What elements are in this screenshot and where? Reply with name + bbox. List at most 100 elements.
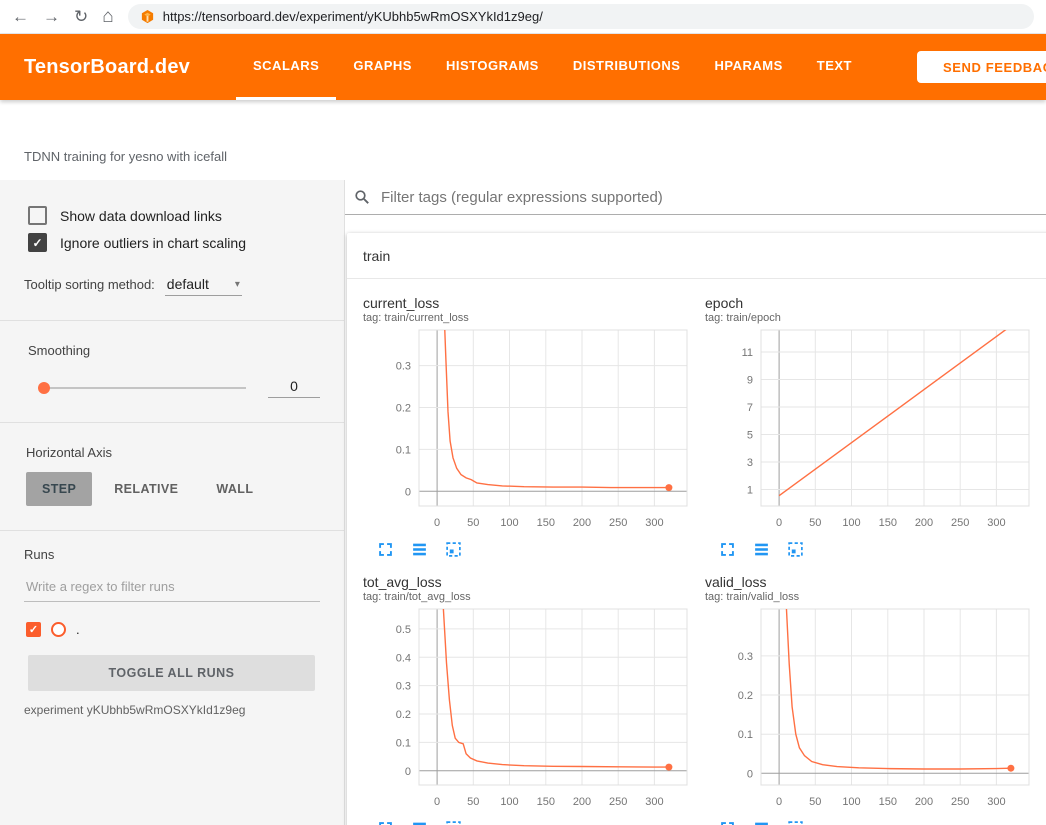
tab-histograms[interactable]: HISTOGRAMS [429, 34, 556, 100]
chart-tag: tag: train/valid_loss [705, 591, 1037, 603]
chart-epoch: epoch tag: train/epoch 05010015020025030… [705, 279, 1037, 558]
svg-text:50: 50 [809, 517, 821, 529]
charts-grid: current_loss tag: train/current_loss 050… [347, 279, 1046, 825]
fit-domain-icon[interactable] [787, 541, 804, 558]
axis-relative-button[interactable]: RELATIVE [98, 472, 194, 506]
svg-text:300: 300 [645, 517, 663, 529]
toggle-all-runs-button[interactable]: TOGGLE ALL RUNS [28, 655, 315, 691]
svg-text:150: 150 [537, 517, 555, 529]
browser-toolbar: ← → ↻ ⌂ https://tensorboard.dev/experime… [0, 0, 1046, 34]
line-chart[interactable]: 05010015020025030000.10.20.30.40.5 [363, 605, 695, 814]
expand-width-icon[interactable] [411, 541, 428, 558]
run-checkbox-checked-icon[interactable]: ✓ [26, 622, 41, 637]
svg-text:50: 50 [467, 517, 479, 529]
brand-title: TensorBoard.dev [0, 34, 190, 100]
tab-graphs[interactable]: GRAPHS [336, 34, 429, 100]
divider [0, 530, 344, 531]
svg-text:50: 50 [809, 796, 821, 808]
nav-tabs: SCALARS GRAPHS HISTOGRAMS DISTRIBUTIONS … [236, 34, 869, 100]
run-name: . [76, 622, 80, 637]
svg-text:250: 250 [609, 517, 627, 529]
svg-text:50: 50 [467, 796, 479, 808]
back-icon[interactable]: ← [12, 8, 29, 25]
svg-text:200: 200 [573, 796, 591, 808]
divider [0, 422, 344, 423]
tooltip-sorting-value: default [167, 276, 209, 292]
svg-text:250: 250 [609, 796, 627, 808]
fullscreen-icon[interactable] [377, 820, 394, 825]
expand-width-icon[interactable] [753, 541, 770, 558]
chart-title: valid_loss [705, 574, 1037, 590]
main-panel: train current_loss tag: train/current_lo… [345, 180, 1046, 825]
horizontal-axis-label: Horizontal Axis [0, 445, 344, 460]
svg-text:5: 5 [747, 430, 753, 442]
svg-text:0.1: 0.1 [738, 729, 753, 741]
fit-domain-icon[interactable] [445, 820, 462, 825]
ignore-outliers-checkbox-row[interactable]: ✓ Ignore outliers in chart scaling [0, 229, 344, 256]
svg-text:200: 200 [915, 796, 933, 808]
line-chart[interactable]: 0501001502002503001357911 [705, 326, 1037, 535]
svg-text:200: 200 [573, 517, 591, 529]
content: Show data download links ✓ Ignore outlie… [0, 180, 1046, 825]
svg-text:300: 300 [645, 796, 663, 808]
chart-valid-loss: valid_loss tag: train/valid_loss 0501001… [705, 558, 1037, 825]
svg-text:1: 1 [747, 485, 753, 497]
chevron-down-icon: ▾ [235, 279, 240, 290]
chart-title: tot_avg_loss [363, 574, 695, 590]
chart-toolbar [363, 820, 695, 825]
tag-group-card: train current_loss tag: train/current_lo… [347, 233, 1046, 825]
axis-step-button[interactable]: STEP [26, 472, 92, 506]
run-row[interactable]: ✓ . [0, 622, 344, 637]
tab-distributions[interactable]: DISTRIBUTIONS [556, 34, 698, 100]
chart-tag: tag: train/tot_avg_loss [363, 591, 695, 603]
experiment-description: TDNN training for yesno with icefall [24, 149, 227, 164]
svg-text:100: 100 [842, 517, 860, 529]
tab-hparams[interactable]: HPARAMS [697, 34, 799, 100]
tab-text[interactable]: TEXT [800, 34, 869, 100]
svg-text:0.3: 0.3 [396, 681, 411, 693]
svg-text:150: 150 [879, 517, 897, 529]
tab-scalars[interactable]: SCALARS [236, 34, 336, 100]
send-feedback-button[interactable]: SEND FEEDBACK [917, 51, 1046, 83]
divider [0, 320, 344, 321]
svg-text:100: 100 [500, 517, 518, 529]
svg-text:150: 150 [879, 796, 897, 808]
tensorboard-favicon [140, 9, 155, 24]
runs-filter-input[interactable] [24, 578, 324, 595]
svg-text:0.3: 0.3 [738, 651, 753, 663]
smoothing-value[interactable]: 0 [268, 378, 320, 398]
fullscreen-icon[interactable] [719, 820, 736, 825]
slider-thumb[interactable] [38, 382, 50, 394]
tooltip-sorting-row: Tooltip sorting method: default ▾ [0, 256, 344, 296]
axis-wall-button[interactable]: WALL [200, 472, 269, 506]
expand-width-icon[interactable] [411, 820, 428, 825]
expand-width-icon[interactable] [753, 820, 770, 825]
checkbox-label: Ignore outliers in chart scaling [60, 235, 246, 251]
reload-icon[interactable]: ↻ [74, 8, 88, 25]
url-text: https://tensorboard.dev/experiment/yKUbh… [163, 9, 543, 24]
smoothing-slider[interactable] [42, 387, 246, 389]
line-chart[interactable]: 05010015020025030000.10.20.3 [705, 605, 1037, 814]
fullscreen-icon[interactable] [377, 541, 394, 558]
home-icon[interactable]: ⌂ [102, 7, 113, 26]
tag-filter-input[interactable] [379, 188, 1046, 207]
svg-text:0: 0 [776, 517, 782, 529]
fullscreen-icon[interactable] [719, 541, 736, 558]
checkbox-unchecked-icon[interactable] [28, 206, 47, 225]
fit-domain-icon[interactable] [445, 541, 462, 558]
fit-domain-icon[interactable] [787, 820, 804, 825]
search-icon [354, 189, 370, 205]
address-bar[interactable]: https://tensorboard.dev/experiment/yKUbh… [128, 4, 1034, 29]
tooltip-sorting-select[interactable]: default ▾ [165, 276, 242, 296]
svg-text:0.2: 0.2 [396, 709, 411, 721]
svg-text:150: 150 [537, 796, 555, 808]
line-chart[interactable]: 05010015020025030000.10.20.3 [363, 326, 695, 535]
svg-text:9: 9 [747, 375, 753, 387]
forward-icon[interactable]: → [43, 8, 60, 25]
svg-text:0: 0 [776, 796, 782, 808]
show-download-links-checkbox-row[interactable]: Show data download links [0, 202, 344, 229]
svg-text:0.5: 0.5 [396, 624, 411, 636]
svg-text:0: 0 [747, 768, 753, 780]
tag-group-header[interactable]: train [347, 233, 1046, 279]
checkbox-checked-icon[interactable]: ✓ [28, 233, 47, 252]
